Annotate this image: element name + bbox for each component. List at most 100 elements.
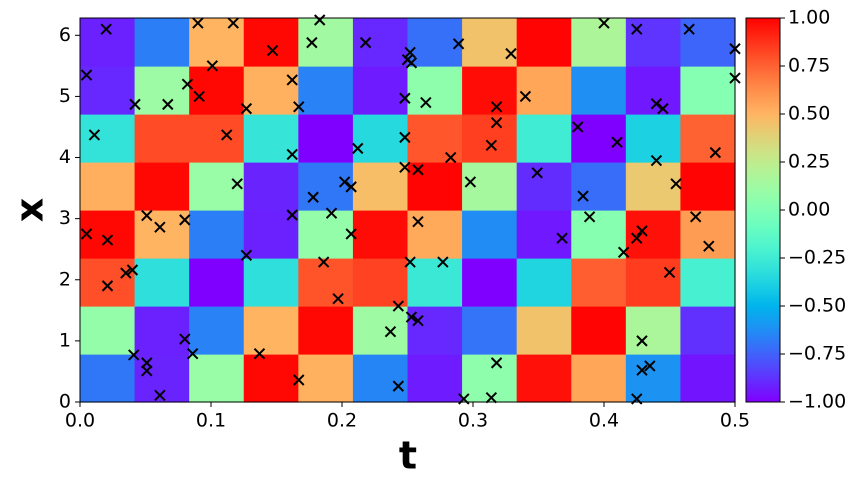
heatmap-cell <box>298 18 354 67</box>
heatmap-cell <box>189 354 245 403</box>
heatmap-cell <box>134 258 190 307</box>
heatmap-cell <box>462 258 518 307</box>
marker-x <box>338 176 351 188</box>
marker-x <box>293 374 305 386</box>
colorbar-tick-label: 0.75 <box>788 55 830 77</box>
x-tick-label: 0.3 <box>458 410 488 432</box>
heatmap-cell <box>352 210 409 259</box>
heatmap-cell <box>680 306 736 355</box>
marker-x <box>80 228 93 240</box>
marker-x <box>650 154 663 167</box>
marker-x <box>611 136 623 148</box>
heatmap-cell <box>80 162 136 211</box>
marker-x <box>317 256 330 268</box>
marker-x <box>306 36 318 49</box>
heatmap-cell <box>352 114 409 163</box>
marker-x <box>689 211 702 223</box>
heatmap-cell <box>516 258 572 307</box>
marker-x <box>464 176 477 188</box>
heatmap-cell <box>462 162 518 211</box>
y-tick-label: 5 <box>59 85 71 107</box>
heatmap-cell <box>516 162 572 211</box>
marker-x <box>126 264 139 276</box>
marker-x <box>392 380 405 392</box>
marker-x <box>663 266 676 279</box>
marker-x <box>193 90 205 103</box>
marker-x <box>670 178 682 190</box>
heatmap-cell <box>243 258 299 307</box>
heatmap-cell <box>571 66 627 115</box>
marker-x <box>80 69 93 81</box>
heatmap-cell <box>516 210 572 259</box>
marker-x <box>129 98 141 111</box>
y-axis-title: x <box>8 198 52 223</box>
heatmap-cell <box>134 18 190 67</box>
y-tick-label: 4 <box>59 146 71 168</box>
marker-x <box>101 280 114 292</box>
heatmap-cell <box>462 306 518 355</box>
plot-frame <box>79 17 736 403</box>
marker-x <box>556 232 568 244</box>
heatmap-cell <box>625 210 682 259</box>
heatmap-cell <box>407 210 463 259</box>
marker-x <box>181 78 194 90</box>
heatmap-cell <box>407 66 463 115</box>
marker-x <box>420 96 432 109</box>
colorbar-tick-label: 0.00 <box>788 199 830 221</box>
heatmap-cell <box>298 210 354 259</box>
x-tick-label: 0.0 <box>65 410 95 432</box>
heatmap-cell <box>80 66 136 115</box>
marker-x <box>352 142 364 155</box>
marker-x <box>412 315 424 327</box>
marker-x <box>399 131 411 144</box>
marker-x <box>231 178 243 190</box>
marker-x <box>531 167 543 179</box>
y-tick-label: 2 <box>59 268 71 290</box>
heatmap-cell <box>243 354 299 403</box>
heatmap-cell <box>189 306 245 355</box>
heatmap-cell <box>680 18 736 67</box>
marker-x <box>345 228 357 240</box>
marker-x <box>519 90 532 103</box>
marker-x <box>598 17 610 29</box>
marker-x <box>179 214 191 226</box>
marker-x <box>266 44 279 57</box>
heatmap-cell <box>407 114 463 163</box>
marker-x <box>644 360 656 372</box>
marker-x <box>88 129 101 141</box>
marker-x <box>120 267 132 279</box>
heatmap-cell <box>352 306 409 355</box>
marker-x <box>227 17 239 29</box>
colorbar-tick-label: −1.00 <box>788 391 846 413</box>
heatmap-cell <box>80 354 136 403</box>
marker-x <box>577 190 589 202</box>
marker-x <box>240 102 253 115</box>
marker-x <box>445 151 457 164</box>
marker-x <box>399 92 411 104</box>
heatmap-cell <box>80 306 136 355</box>
marker-x <box>631 23 643 35</box>
marker-x <box>404 46 416 59</box>
marker-x <box>141 365 153 377</box>
marker-x <box>437 256 449 268</box>
heatmap-cell <box>134 354 190 403</box>
heatmap-cell <box>571 354 627 403</box>
heatmap-cell <box>298 114 354 163</box>
marker-x <box>399 161 411 174</box>
heatmap-cell <box>80 114 136 163</box>
heatmap-cell <box>80 210 136 259</box>
heatmap-cell <box>571 210 627 259</box>
y-tick-label: 3 <box>59 207 71 229</box>
marker-x <box>452 38 465 50</box>
heatmap-cell <box>243 66 299 115</box>
marker-x <box>101 234 114 246</box>
marker-x <box>490 357 503 369</box>
marker-x <box>240 249 253 262</box>
heatmap-cell <box>462 18 518 67</box>
heatmap-cell <box>134 114 190 163</box>
heatmap-cell <box>189 258 245 307</box>
marker-x <box>392 300 405 312</box>
marker-x <box>636 364 648 376</box>
heatmap-cell <box>680 114 736 163</box>
marker-x <box>709 146 722 159</box>
